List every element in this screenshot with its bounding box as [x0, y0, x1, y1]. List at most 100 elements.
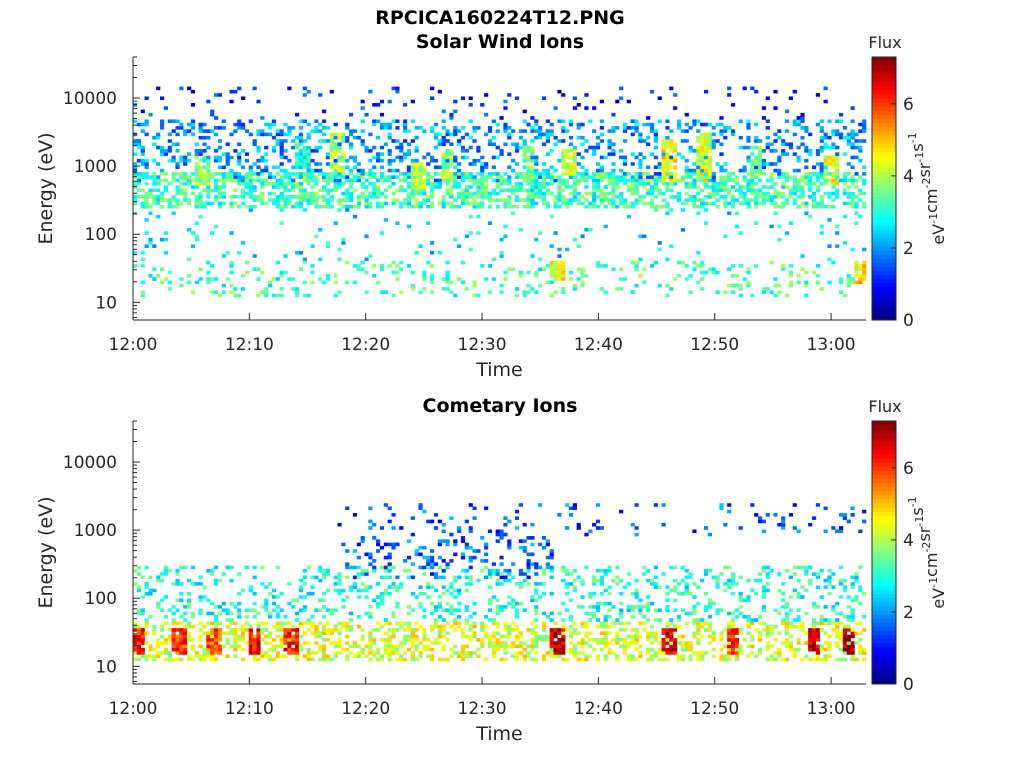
flux-cell — [850, 145, 855, 150]
flux-cell — [530, 536, 535, 540]
flux-cell — [858, 122, 863, 127]
flux-cell — [491, 178, 496, 183]
flux-cell — [298, 588, 304, 593]
flux-cell — [453, 651, 458, 655]
flux-cell — [460, 555, 466, 560]
flux-cell — [491, 119, 496, 124]
flux-cell — [264, 634, 269, 639]
flux-cell — [268, 631, 273, 635]
flux-cell — [673, 628, 678, 632]
flux-cell — [433, 618, 439, 622]
flux-cell — [229, 270, 234, 275]
flux-cell — [437, 250, 442, 255]
flux-cell — [661, 139, 666, 143]
flux-cell — [499, 198, 504, 202]
flux-cell — [707, 175, 712, 179]
flux-cell — [422, 277, 427, 281]
flux-cell — [568, 172, 574, 176]
flux-cell — [568, 149, 574, 153]
flux-cell — [750, 181, 755, 186]
flux-cell — [283, 198, 288, 202]
flux-cell — [669, 188, 674, 193]
flux-cell — [723, 522, 728, 527]
flux-cell — [522, 178, 527, 183]
flux-cell — [669, 158, 674, 163]
flux-cell — [464, 588, 469, 593]
flux-cell — [622, 647, 628, 652]
flux-cell — [148, 614, 153, 619]
flux-cell — [507, 204, 512, 209]
flux-cell — [368, 651, 373, 655]
flux-cell — [622, 204, 628, 209]
flux-cell — [480, 103, 485, 107]
flux-cell — [279, 287, 284, 291]
flux-cell — [136, 145, 142, 150]
flux-cell — [322, 644, 327, 649]
flux-cell — [202, 175, 207, 179]
flux-cell — [487, 142, 493, 147]
colorbar-swatch — [872, 89, 896, 95]
flux-cell — [757, 191, 763, 196]
flux-cell — [241, 191, 246, 196]
flux-cell — [831, 191, 836, 196]
flux-cell — [538, 188, 543, 193]
flux-cell — [568, 624, 574, 629]
flux-cell — [295, 172, 300, 176]
flux-cell — [630, 201, 635, 206]
flux-cell — [325, 204, 331, 209]
flux-cell — [862, 264, 867, 268]
flux-cell — [295, 165, 300, 170]
flux-cell — [368, 585, 373, 589]
flux-cell — [700, 132, 705, 137]
flux-cell — [503, 204, 508, 209]
flux-cell — [727, 624, 732, 629]
flux-cell — [202, 651, 207, 655]
flux-cell — [163, 621, 169, 626]
flux-cell — [676, 178, 682, 183]
flux-cell — [314, 575, 319, 580]
flux-cell — [306, 195, 311, 199]
flux-cell — [634, 595, 639, 599]
flux-cell — [499, 181, 504, 186]
flux-cell — [719, 188, 724, 193]
flux-cell — [422, 565, 427, 570]
flux-cell — [549, 555, 554, 560]
flux-cell — [403, 568, 408, 573]
flux-cell — [842, 135, 848, 140]
flux-cell — [445, 191, 450, 196]
flux-cell — [723, 188, 728, 193]
colorbar-swatch — [872, 315, 896, 321]
flux-cell — [514, 149, 520, 153]
flux-cell — [298, 126, 304, 130]
flux-cell — [275, 201, 280, 206]
flux-cell — [723, 201, 728, 206]
flux-cell — [592, 106, 597, 110]
flux-cell — [784, 172, 790, 176]
flux-cell — [522, 654, 527, 658]
flux-cell — [522, 290, 527, 294]
flux-cell — [152, 244, 157, 248]
flux-cell — [642, 139, 647, 143]
flux-cell — [349, 145, 354, 150]
flux-cell — [194, 651, 199, 655]
flux-cell — [372, 119, 377, 124]
flux-cell — [538, 132, 543, 137]
flux-cell — [206, 641, 211, 645]
flux-cell — [773, 651, 778, 655]
flux-cell — [549, 175, 554, 179]
flux-cell — [190, 647, 196, 652]
flux-cell — [557, 644, 562, 649]
flux-cell — [761, 287, 766, 291]
flux-cell — [453, 175, 458, 179]
flux-cell — [796, 280, 801, 285]
flux-cell — [171, 158, 176, 163]
flux-cell — [279, 628, 284, 632]
flux-cell — [630, 126, 635, 130]
flux-cell — [460, 647, 466, 652]
flux-cell — [684, 185, 689, 189]
flux-cell — [823, 178, 828, 183]
flux-cell — [295, 250, 300, 255]
flux-cell — [210, 290, 215, 294]
flux-cell — [217, 578, 223, 583]
flux-cell — [206, 651, 211, 655]
